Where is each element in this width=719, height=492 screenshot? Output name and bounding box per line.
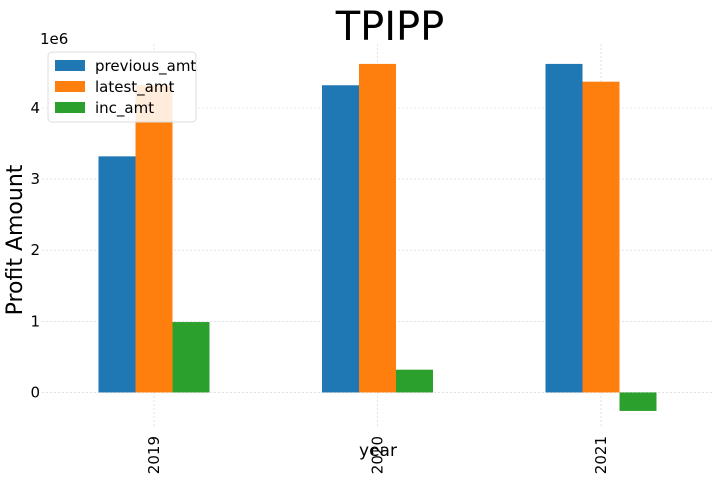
bars	[98, 63, 657, 411]
x-ticks: 2019 2020 2021	[145, 436, 610, 474]
bar-latest_amt-2020	[359, 63, 396, 393]
y-tick-label: 0	[30, 383, 40, 401]
y-axis-label: Profit Amount	[3, 164, 28, 315]
bar-inc_amt-2020	[396, 369, 433, 393]
y-tick-label: 3	[30, 170, 40, 188]
legend-swatch-latest_amt	[55, 81, 85, 92]
bar-latest_amt-2019	[135, 85, 173, 393]
bar-inc_amt-2021	[619, 392, 657, 411]
x-tick-label: 2019	[145, 436, 163, 474]
y-axis-multiplier: 1e6	[40, 30, 68, 48]
x-axis-label: year	[359, 441, 397, 461]
bar-previous_amt-2021	[545, 63, 583, 393]
chart-title: TPIPP	[335, 4, 445, 50]
y-tick-label: 1	[30, 312, 40, 330]
y-ticks: 0 1 2 3 4	[30, 99, 40, 401]
bar-previous_amt-2019	[98, 156, 136, 393]
legend-label-previous_amt: previous_amt	[95, 57, 196, 76]
bar-inc_amt-2019	[172, 322, 210, 393]
bar-previous_amt-2020	[322, 85, 359, 393]
y-tick-label: 2	[30, 241, 40, 259]
legend-swatch-inc_amt	[55, 102, 85, 113]
legend-label-latest_amt: latest_amt	[95, 78, 174, 97]
x-tick-label: 2020	[369, 436, 387, 474]
x-tick-label: 2021	[592, 436, 610, 474]
legend-label-inc_amt: inc_amt	[95, 99, 154, 118]
legend: previous_amt latest_amt inc_amt	[47, 51, 197, 123]
legend-swatch-previous_amt	[55, 60, 85, 71]
y-tick-label: 4	[30, 99, 40, 117]
bar-latest_amt-2021	[582, 81, 620, 393]
